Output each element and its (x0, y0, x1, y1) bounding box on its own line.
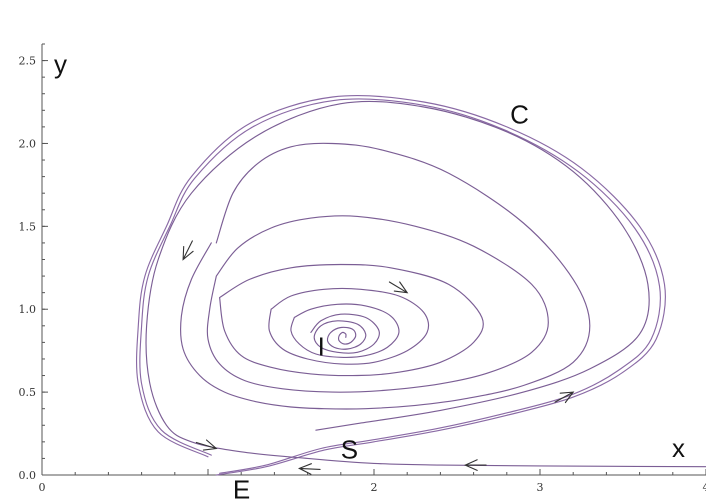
orbit-limit-cycle-outer (135, 95, 666, 476)
orbit-limit-cycle-inner (139, 98, 661, 474)
direction-arrow (554, 391, 575, 404)
x-axis-label: x (672, 433, 685, 463)
annotation-e: E (233, 474, 250, 501)
y-tick-label: 2.5 (19, 55, 37, 68)
x-tick-label: 3 (537, 481, 544, 494)
labels: y x C I S E (54, 49, 685, 501)
orbit-spiral-inner (310, 313, 380, 354)
direction-arrows (182, 240, 575, 475)
annotation-c: C (510, 100, 529, 130)
orbit-trajectory-from-right (145, 100, 706, 468)
y-tick-label: 2.0 (19, 137, 37, 150)
y-tick-label: 1.5 (19, 220, 37, 233)
orbit-orbit-3 (219, 263, 484, 377)
orbit-orbit-2 (268, 287, 430, 365)
y-tick-label: 0.5 (19, 386, 37, 399)
y-tick-label: 1.0 (19, 303, 37, 316)
x-tick-label: 2 (371, 481, 378, 494)
y-tick-label: 0.0 (19, 469, 37, 482)
orbit-orbit-1 (290, 303, 400, 358)
y-axis-label: y (54, 49, 67, 79)
x-tick-label: 0 (39, 481, 46, 494)
axes (41, 44, 706, 476)
direction-arrow (195, 439, 218, 451)
direction-arrow (297, 463, 321, 475)
direction-arrow (388, 281, 409, 294)
annotation-s: S (341, 435, 358, 465)
direction-arrow (182, 240, 194, 261)
orbit-orbit-4 (206, 215, 549, 393)
x-tick-label: 4 (703, 481, 706, 494)
direction-arrow (463, 459, 487, 471)
orbit-orbit-5 (180, 142, 591, 410)
orbits (135, 95, 706, 476)
ticks: 0 2 3 4 0.0 0.5 1.0 1.5 2.0 2.5 (19, 43, 706, 494)
annotation-i: I (318, 332, 325, 362)
